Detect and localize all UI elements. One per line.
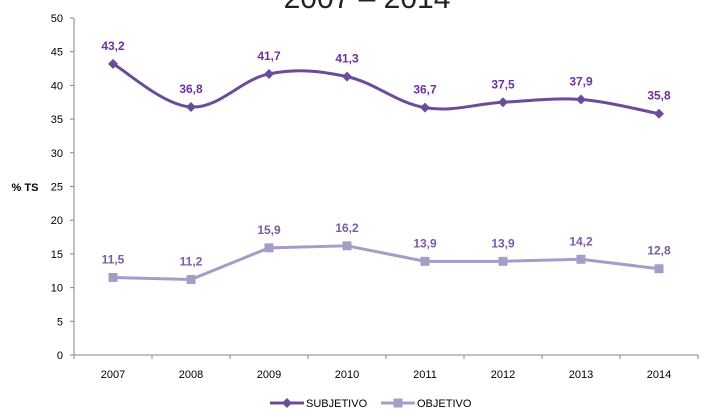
y-tick-label: 0 [57,350,63,362]
x-tick-label: 2012 [491,369,515,381]
data-label-subjetivo: 37,9 [569,75,593,89]
y-tick-label: 30 [51,148,63,160]
data-point-subjetivo [186,101,196,112]
y-tick-label: 10 [51,283,63,295]
data-point-objetivo [420,256,430,266]
data-label-objetivo: 12,8 [647,244,671,258]
data-label-objetivo: 11,2 [180,255,203,269]
y-tick-label: 15 [51,249,63,261]
legend-marker-objetivo [393,398,403,408]
data-point-subjetivo [498,97,508,108]
y-tick-label: 25 [51,182,63,194]
data-point-subjetivo [654,108,664,119]
data-label-objetivo: 13,9 [413,236,437,250]
series-layer [108,58,664,285]
data-label-subjetivo: 36,7 [413,83,437,97]
y-tick-label: 45 [51,47,63,59]
data-point-objetivo [654,264,664,274]
data-label-subjetivo: 43,2 [101,39,125,53]
data-label-subjetivo: 41,7 [257,49,281,63]
data-label-subjetivo: 37,5 [491,77,515,91]
data-label-objetivo: 11,5 [102,252,125,266]
y-tick-label: 20 [51,215,63,227]
data-point-subjetivo [342,71,352,82]
legend-label-subjetivo: SUBJETIVO [306,398,368,409]
data-point-objetivo [576,254,586,264]
data-point-subjetivo [576,94,586,105]
y-tick-label: 35 [51,114,63,126]
data-point-objetivo [342,241,352,251]
data-point-subjetivo [420,102,430,113]
data-label-subjetivo: 35,8 [647,89,671,103]
legend-marker-subjetivo [282,398,292,408]
data-point-subjetivo [264,68,274,79]
y-tick-label: 50 [51,13,63,25]
chart-title: 2007 – 2014 [284,0,451,15]
x-tick-label: 2013 [569,369,593,381]
x-tick-label: 2014 [647,369,671,381]
y-tick-label: 5 [57,316,63,328]
x-tick-label: 2009 [257,369,281,381]
data-point-objetivo [186,275,196,285]
data-point-objetivo [498,256,508,266]
data-point-objetivo [108,272,118,282]
y-axis-label: % TS [12,182,39,194]
series-line-objetivo [112,244,660,282]
x-tick-label: 2007 [101,369,125,381]
x-tick-label: 2011 [413,369,437,381]
data-point-objetivo [264,243,274,253]
data-label-subjetivo: 36,8 [179,82,203,96]
data-label-objetivo: 14,2 [569,234,593,248]
data-label-objetivo: 15,9 [257,223,281,237]
legend-label-objetivo: OBJETIVO [417,398,472,409]
data-label-objetivo: 16,2 [335,221,359,235]
legend: SUBJETIVO OBJETIVO [270,398,472,409]
y-tick-label: 40 [51,80,63,92]
data-label-objetivo: 13,9 [491,236,515,250]
axes: 0 5 10 15 20 25 30 35 40 45 50 2007 2008 2009 2010 2011… [51,13,699,381]
data-labels: 43,2 36,8 41,7 41,3 36,7 37,5 37,9 35,8 11,5 11,2… [101,39,671,269]
x-tick-label: 2008 [179,369,203,381]
x-tick-label: 2010 [335,369,359,381]
data-label-subjetivo: 41,3 [335,52,359,66]
data-point-subjetivo [108,58,118,69]
